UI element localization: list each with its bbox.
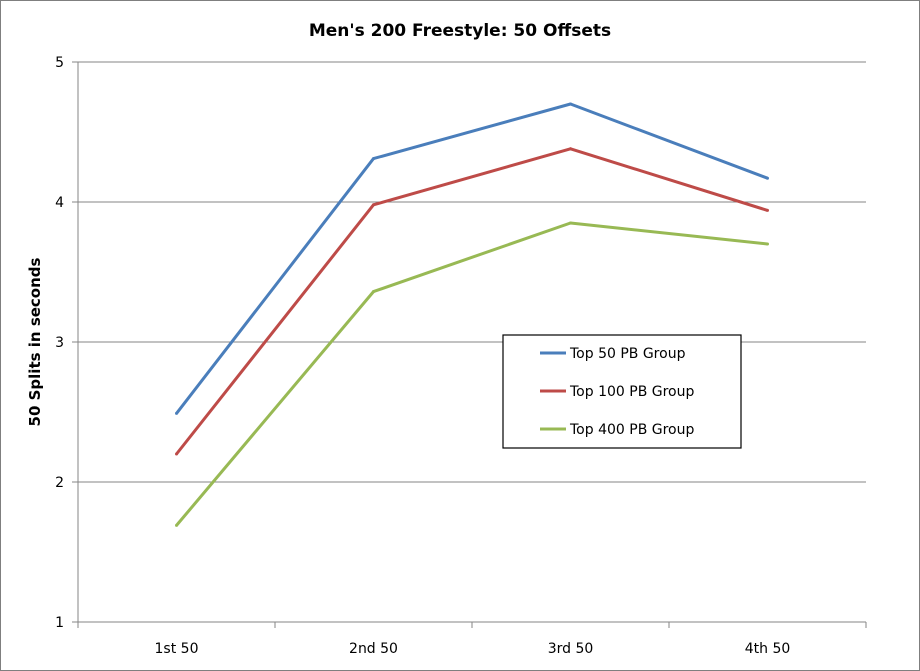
series-2-point-2 [372, 203, 375, 207]
legend-label-top-50: Top 50 PB Group [569, 346, 686, 362]
legend-label-top-400: Top 400 PB Group [569, 422, 694, 438]
series-1-point-3 [569, 102, 572, 106]
axes [77, 62, 866, 623]
y-tick-label-2: 2 [55, 475, 64, 491]
series-line-1 [175, 102, 769, 415]
y-axis-label: 50 Splits in seconds [26, 257, 44, 426]
x-tick-label-1: 1st 50 [155, 641, 199, 657]
series-2-point-3 [569, 147, 572, 151]
y-tick-labels: 1 2 3 4 5 [55, 55, 64, 631]
x-tick-labels: 1st 50 2nd 50 3rd 50 4th 50 [155, 641, 791, 657]
series-2-point-4 [766, 208, 769, 212]
series-3-point-4 [766, 242, 769, 246]
x-tick-label-3: 3rd 50 [548, 641, 594, 657]
series-3-point-2 [372, 290, 375, 294]
y-tick-label-4: 4 [55, 195, 64, 211]
series-lines [175, 102, 769, 527]
series-3-point-3 [569, 221, 572, 225]
gridlines [72, 61, 867, 628]
y-tick-label-3: 3 [55, 335, 64, 351]
legend-label-top-100: Top 100 PB Group [569, 384, 694, 400]
series-line-2 [175, 147, 768, 455]
chart-title: Men's 200 Freestyle: 50 Offsets [309, 21, 611, 41]
y-tick-label-1: 1 [55, 615, 64, 631]
series-1-point-4 [766, 176, 769, 180]
series-line-3 [175, 221, 768, 527]
series-1-point-2 [372, 157, 375, 161]
series-1-point-1 [175, 411, 178, 415]
legend: Top 50 PB Group Top 100 PB Group Top 400… [502, 334, 742, 449]
x-tick-label-4: 4th 50 [745, 641, 791, 657]
series-3-point-1 [175, 523, 178, 527]
series-2-point-1 [175, 452, 178, 456]
y-tick-label-5: 5 [55, 55, 64, 71]
x-tick-label-2: 2nd 50 [349, 641, 398, 657]
